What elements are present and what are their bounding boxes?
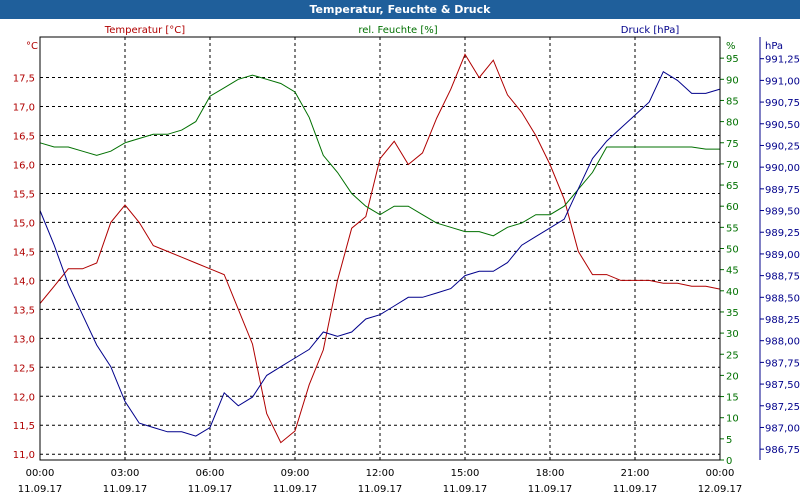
humidity-series-label: rel. Feuchte [%]: [358, 25, 437, 36]
pressure-tick-label: 989,25: [765, 228, 800, 239]
temperature-tick-label: 13,5: [13, 305, 35, 316]
pressure-tick-label: 990,50: [765, 120, 800, 131]
pressure-tick-label: 989,75: [765, 185, 800, 196]
x-tick-time: 15:00: [451, 468, 480, 479]
temperature-series-label: Temperatur [°C]: [104, 25, 185, 36]
temperature-tick-label: 12,5: [13, 363, 35, 374]
temperature-tick-label: 13,0: [13, 334, 35, 345]
pressure-tick-label: 990,75: [765, 98, 800, 109]
series-line-pressure: [39, 70, 721, 437]
humidity-tick-label: 55: [726, 223, 739, 234]
temperature-tick-label: 17,5: [13, 74, 35, 85]
humidity-tick-label: 0: [726, 456, 732, 467]
humidity-tick-label: 80: [726, 118, 739, 129]
pressure-tick-label: 989,00: [765, 250, 800, 261]
x-tick-date: 11.09.17: [273, 484, 318, 495]
humidity-tick-label: 15: [726, 393, 739, 404]
chart: 11,0 11,5 12,0 12,5 13,0 13,5 14,0 14,5 15,0 15,5…: [13, 25, 800, 495]
x-tick-time: 06:00: [196, 468, 225, 479]
temperature-tick-label: 16,0: [13, 160, 35, 171]
temperature-tick-label: 12,0: [13, 392, 35, 403]
humidity-tick-label: 50: [726, 245, 739, 256]
humidity-tick-label: 85: [726, 96, 739, 107]
humidity-tick-label: 60: [726, 202, 739, 213]
temperature-tick-label: 17,0: [13, 103, 35, 114]
pressure-tick-label: 987,50: [765, 380, 800, 391]
pressure-tick-label: 986,75: [765, 445, 800, 456]
pressure-tick-label: 991,00: [765, 76, 800, 87]
window-title: Temperatur, Feuchte & Druck: [0, 0, 800, 19]
pressure-tick-label: 987,00: [765, 423, 800, 434]
humidity-tick-label: 70: [726, 160, 739, 171]
pressure-tick-label: 990,00: [765, 163, 800, 174]
x-tick-time: 12:00: [366, 468, 395, 479]
temperature-tick-label: 14,0: [13, 276, 35, 287]
pressure-tick-label: 987,75: [765, 358, 800, 369]
x-tick-date: 12.09.17: [698, 484, 743, 495]
humidity-unit-label: %: [726, 41, 736, 52]
humidity-tick-label: 5: [726, 435, 732, 446]
x-tick-date: 11.09.17: [358, 484, 403, 495]
humidity-tick-label: 20: [726, 371, 739, 382]
x-tick-time: 03:00: [111, 468, 140, 479]
pressure-tick-label: 988,50: [765, 293, 800, 304]
pressure-tick-label: 988,75: [765, 272, 800, 283]
temperature-tick-label: 11,5: [13, 421, 35, 432]
pressure-tick-label: 990,25: [765, 141, 800, 152]
humidity-tick-label: 30: [726, 329, 739, 340]
temperature-tick-label: 16,5: [13, 132, 35, 143]
pressure-unit-label: hPa: [765, 41, 783, 52]
temperature-tick-label: 14,5: [13, 247, 35, 258]
temperature-unit-label: °C: [26, 41, 38, 52]
x-tick-date: 11.09.17: [443, 484, 488, 495]
plot-frame: [39, 36, 721, 461]
x-tick-date: 11.09.17: [528, 484, 573, 495]
x-tick-time: 18:00: [536, 468, 565, 479]
x-tick-date: 11.09.17: [103, 484, 148, 495]
x-tick-time: 21:00: [621, 468, 650, 479]
pressure-tick-label: 988,00: [765, 337, 800, 348]
pressure-tick-label: 988,25: [765, 315, 800, 326]
x-tick-time: 00:00: [26, 468, 55, 479]
humidity-tick-label: 45: [726, 266, 739, 277]
humidity-tick-label: 40: [726, 287, 739, 298]
humidity-tick-label: 75: [726, 139, 739, 150]
pressure-tick-label: 987,25: [765, 402, 800, 413]
humidity-tick-label: 10: [726, 414, 739, 425]
pressure-series-label: Druck [hPa]: [621, 25, 680, 36]
pressure-tick-label: 989,50: [765, 207, 800, 218]
humidity-tick-label: 35: [726, 308, 739, 319]
series-line-humidity: [39, 74, 720, 237]
humidity-tick-label: 95: [726, 54, 739, 65]
pressure-tick-label: 991,25: [765, 55, 800, 66]
x-tick-time: 09:00: [281, 468, 310, 479]
temperature-tick-label: 15,0: [13, 218, 35, 229]
humidity-tick-label: 90: [726, 75, 739, 86]
temperature-tick-label: 11,0: [13, 450, 35, 461]
x-tick-date: 11.09.17: [18, 484, 63, 495]
temperature-tick-label: 15,5: [13, 189, 35, 200]
humidity-tick-label: 65: [726, 181, 739, 192]
humidity-tick-label: 25: [726, 350, 739, 361]
x-tick-date: 11.09.17: [188, 484, 233, 495]
x-tick-date: 11.09.17: [613, 484, 658, 495]
x-tick-time: 00:00: [706, 468, 735, 479]
series-line-temperature: [39, 53, 721, 444]
